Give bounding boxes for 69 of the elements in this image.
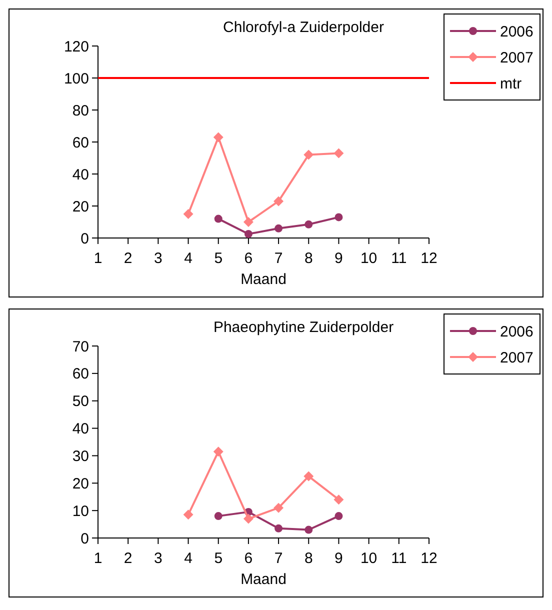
x-tick-label: 5: [214, 550, 223, 567]
point: [213, 446, 224, 457]
x-tick-label: 9: [334, 250, 343, 267]
y-tick-label: 10: [72, 502, 89, 520]
y-tick-label: 60: [72, 134, 89, 152]
legend-label: 2006: [500, 23, 534, 40]
y-tick-label: 0: [80, 230, 89, 248]
x-tick-label: 3: [154, 250, 162, 267]
x-tick-label: 4: [184, 250, 192, 267]
point: [183, 209, 194, 219]
x-tick-label: 6: [244, 250, 253, 267]
y-tick-label: 0: [80, 530, 89, 548]
x-tick-label: 1: [94, 250, 102, 267]
y-tick-label: 30: [72, 448, 89, 465]
x-tick-label: 2: [124, 250, 132, 267]
point: [334, 512, 343, 520]
point: [304, 471, 314, 482]
y-tick-label: 100: [64, 70, 89, 88]
point: [334, 213, 343, 222]
point: [214, 512, 222, 520]
x-tick-label: 6: [244, 550, 253, 567]
y-tick-label: 20: [72, 475, 89, 492]
y-tick-label: 40: [72, 420, 89, 438]
point: [334, 494, 344, 505]
point: [274, 502, 284, 513]
y-tick-label: 120: [64, 38, 89, 56]
x-tick-label: 8: [304, 250, 313, 267]
x-tick-label: 12: [420, 250, 438, 267]
point: [274, 196, 284, 206]
point: [304, 526, 313, 534]
x-tick-label: 11: [391, 550, 407, 567]
point: [274, 224, 283, 232]
y-tick-label: 50: [72, 393, 89, 410]
point: [213, 132, 224, 142]
point: [244, 230, 252, 238]
point: [214, 214, 222, 223]
x-tick-label: 2: [124, 550, 132, 567]
x-axis-title: Maand: [240, 271, 286, 288]
point: [274, 524, 283, 532]
chart-title: Phaeophytine Zuiderpolder: [213, 319, 394, 336]
x-tick-label: 7: [274, 250, 283, 267]
legend-label: 2007: [500, 349, 534, 366]
x-tick-label: 7: [274, 550, 283, 567]
x-axis-title: Maand: [240, 571, 286, 588]
x-tick-label: 4: [184, 550, 192, 567]
point: [304, 150, 314, 160]
legend-label: mtr: [500, 75, 522, 92]
x-tick-label: 9: [334, 550, 343, 567]
point: [243, 217, 254, 227]
y-tick-label: 80: [72, 102, 89, 120]
x-tick-label: 11: [391, 250, 407, 267]
y-tick-label: 60: [72, 366, 89, 383]
x-tick-label: 8: [304, 550, 313, 567]
x-tick-label: 12: [420, 550, 438, 567]
x-tick-label: 10: [360, 250, 378, 267]
point: [183, 510, 194, 520]
y-tick-label: 20: [72, 198, 89, 216]
point: [334, 148, 344, 158]
y-tick-label: 40: [72, 166, 89, 184]
x-tick-label: 5: [214, 250, 223, 267]
legend-label: 2007: [500, 49, 534, 66]
y-tick-label: 70: [72, 338, 89, 356]
chart-title: Chlorofyl-a Zuiderpolder: [223, 19, 384, 36]
x-tick-label: 1: [94, 550, 102, 567]
point: [243, 514, 254, 524]
x-tick-label: 10: [360, 550, 378, 567]
legend-label: 2006: [500, 323, 534, 340]
x-tick-label: 3: [154, 550, 162, 567]
point: [304, 220, 313, 228]
